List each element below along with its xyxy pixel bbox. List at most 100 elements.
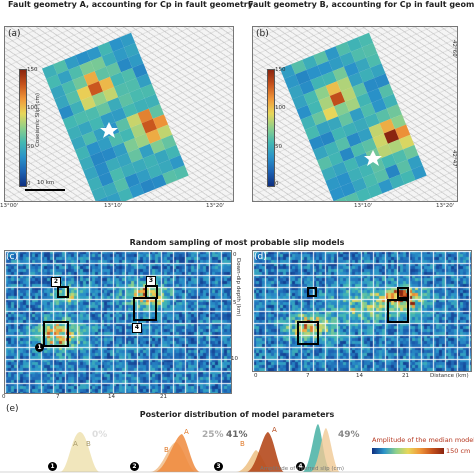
slip-cell — [101, 146, 117, 162]
slip-cell — [86, 46, 102, 61]
slip-cell — [396, 159, 412, 175]
slip-cell — [366, 183, 383, 198]
slip-cell — [152, 114, 169, 130]
slip-cell — [124, 173, 141, 188]
slip-cell — [173, 165, 189, 181]
slip-cell — [70, 135, 87, 151]
slip-cell — [135, 168, 152, 184]
posterior-label-4: 4 — [296, 462, 305, 471]
region-box-2 — [57, 286, 69, 298]
box-label-3: 3 — [146, 276, 156, 286]
slip-cell — [64, 55, 80, 70]
slip-cell — [128, 53, 144, 68]
epicenter-star-icon — [100, 122, 118, 138]
slip-cell — [326, 116, 343, 132]
section-title-random-sampling: Random sampling of most probable slip mo… — [129, 238, 345, 247]
slip-cell — [111, 107, 127, 123]
slip-cell — [288, 84, 304, 100]
lon-tick-b-2: 13°20' — [436, 203, 455, 209]
region-box-4 — [133, 297, 157, 321]
slip-sample-grid-c — [5, 251, 231, 393]
slip-cell — [100, 111, 116, 127]
slip-cell — [91, 91, 108, 107]
slip-cell — [353, 117, 369, 133]
slip-cell — [130, 123, 146, 138]
slip-cell — [355, 187, 372, 201]
box-label-2: 2 — [51, 277, 61, 287]
slip-cell — [154, 149, 170, 165]
slip-cell — [317, 60, 333, 76]
slip-cell — [362, 173, 379, 188]
slip-cell — [84, 106, 101, 121]
slip-cell — [76, 85, 92, 101]
slip-cell — [328, 151, 344, 167]
slip-cell — [329, 91, 346, 107]
slip-cell — [351, 177, 367, 193]
slip-cell — [126, 113, 142, 128]
slip-cell — [112, 142, 128, 158]
d-dist-tick-7: 7 — [306, 373, 310, 379]
slip-cell — [58, 104, 74, 120]
slip-cell — [328, 56, 344, 72]
slip-cell — [147, 164, 163, 179]
panel-e-tag: (e) — [6, 404, 19, 414]
slip-cell — [383, 129, 400, 144]
slip-cell — [332, 66, 348, 82]
slip-cell — [98, 171, 114, 187]
slip-cell — [57, 69, 73, 85]
cbar-b-tick-150: 150 — [275, 67, 286, 73]
slip-cell — [165, 144, 181, 160]
slip-cell — [72, 75, 88, 91]
depth-axis-label: Down-dip depth (km) — [235, 258, 241, 317]
slip-cell — [42, 64, 58, 79]
slip-cell — [68, 65, 84, 81]
slip-map-a — [25, 32, 189, 201]
slip-cell — [389, 174, 405, 189]
c-dist-tick-0: 0 — [2, 394, 6, 400]
slip-cell — [128, 183, 145, 198]
slip-cell — [105, 62, 122, 77]
slip-cell — [317, 155, 333, 171]
slip-cell — [97, 136, 113, 152]
slip-cell — [77, 120, 94, 136]
slip-cell — [127, 148, 143, 163]
slip-cell — [124, 42, 140, 58]
region-box-1-d — [297, 321, 319, 345]
slip-cell — [120, 162, 136, 178]
lat-tick-1: 42°47' — [451, 150, 457, 169]
panel-d-tag: (d) — [254, 252, 267, 262]
d-dist-tick-0: 0 — [254, 373, 258, 379]
slip-cell — [368, 123, 384, 138]
slip-cell — [346, 37, 363, 52]
slip-cell — [302, 55, 318, 70]
slip-cell — [50, 84, 66, 100]
lon-tick-a-1: 13°10' — [104, 203, 123, 209]
slip-cell — [79, 60, 95, 76]
slip-cell — [311, 110, 327, 126]
slip-cell — [336, 76, 353, 92]
slip-cell — [88, 116, 105, 132]
slip-cell — [342, 122, 358, 137]
slip-cell — [105, 157, 121, 172]
curve-1-letter-b: B — [86, 440, 91, 448]
region-box-1 — [43, 321, 69, 347]
slip-cell — [343, 62, 360, 77]
slip-cell — [332, 161, 348, 177]
slip-cell — [80, 95, 96, 111]
slip-map-b — [280, 32, 427, 201]
depth-tick-10: 10 — [231, 356, 238, 362]
slip-cell — [321, 71, 337, 86]
curve-2-letter-a: A — [184, 428, 189, 436]
slip-cell — [366, 53, 382, 68]
scale-label-a: 10 km — [37, 180, 55, 186]
c-dist-tick-21: 21 — [160, 394, 167, 400]
region-box-2-d — [307, 287, 317, 297]
slip-cell — [304, 125, 320, 141]
c-dist-tick-7: 7 — [56, 394, 60, 400]
slip-cell — [117, 57, 133, 73]
pct-3: 41% — [226, 430, 248, 440]
slip-cell — [119, 127, 135, 143]
slip-cell — [125, 78, 141, 93]
panel-a-title: Fault geometry A, accounting for Cp in f… — [8, 0, 253, 9]
slip-cell — [121, 67, 137, 83]
